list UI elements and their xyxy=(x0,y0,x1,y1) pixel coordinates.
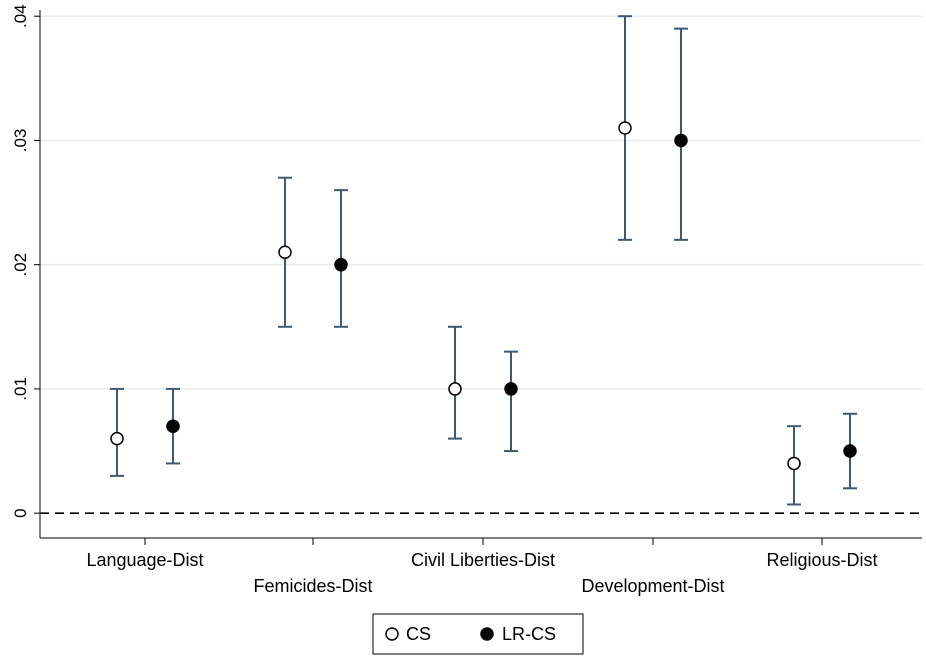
error-bar-group xyxy=(674,27,688,241)
legend-marker-cs xyxy=(385,627,399,641)
x-category-label: Femicides-Dist xyxy=(253,576,372,596)
legend-label: CS xyxy=(406,624,431,644)
point-estimate-cs xyxy=(110,431,124,446)
y-tick-label: 0 xyxy=(11,508,30,517)
y-tick-label: .01 xyxy=(11,377,30,401)
x-category-label: Religious-Dist xyxy=(766,550,877,570)
point-estimate-lr-cs xyxy=(843,444,857,458)
error-bar-group xyxy=(448,325,462,440)
x-category-label: Development-Dist xyxy=(581,576,724,596)
legend: CS LR-CS xyxy=(372,613,584,655)
x-category-labels: Language-Dist Femicides-Dist Civil Liberti… xyxy=(86,550,877,596)
legend-marker-lr-cs xyxy=(480,627,494,641)
point-estimate-cs xyxy=(278,245,292,260)
point-estimate-lr-cs xyxy=(334,257,348,272)
error-bar-group xyxy=(334,189,348,328)
y-tick-label: .02 xyxy=(11,253,30,277)
point-estimate-lr-cs xyxy=(166,419,180,433)
error-bar-group xyxy=(787,425,801,506)
error-bar-group xyxy=(504,350,518,453)
point-estimate-cs xyxy=(618,121,632,135)
point-estimate-cs xyxy=(448,382,462,396)
y-tick-labels: 0 .01 .02 .03 .04 xyxy=(11,4,30,517)
grid-lines xyxy=(40,15,922,390)
legend-box xyxy=(372,613,584,655)
axes xyxy=(34,10,922,545)
error-bar-group xyxy=(110,387,124,477)
error-bars-and-points xyxy=(110,15,857,506)
y-tick-label: .03 xyxy=(11,129,30,153)
error-bar-group xyxy=(618,15,632,241)
y-tick-label: .04 xyxy=(11,4,30,28)
point-estimate-cs xyxy=(787,456,801,471)
x-category-label: Civil Liberties-Dist xyxy=(411,550,555,570)
legend-label: LR-CS xyxy=(502,624,556,644)
error-bar-group xyxy=(843,412,857,490)
error-bar-group xyxy=(278,176,292,328)
point-estimate-lr-cs xyxy=(674,133,688,148)
error-bar-group xyxy=(166,387,180,465)
point-estimate-lr-cs xyxy=(504,382,518,396)
x-category-label: Language-Dist xyxy=(86,550,203,570)
